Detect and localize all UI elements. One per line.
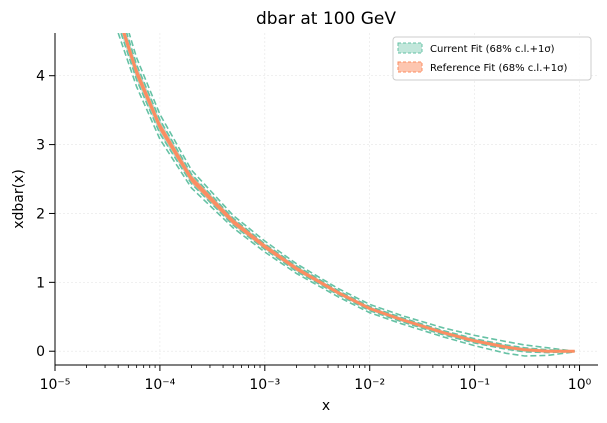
legend-swatch-current <box>397 42 423 54</box>
x-tick-label: 10⁻¹ <box>459 377 490 393</box>
plot-area <box>117 33 575 357</box>
current-fit-68-lower <box>120 33 575 354</box>
reference-fit-central <box>122 33 575 353</box>
x-axis-ticks: 10⁻⁵ 10⁻⁴ 10⁻³ 10⁻² 10⁻¹ 10⁰ <box>40 365 592 393</box>
x-tick-label: 10⁻⁵ <box>40 377 71 393</box>
legend-label-current: Current Fit (68% c.l.+1σ) <box>430 44 555 55</box>
y-tick-label: 4 <box>36 69 45 85</box>
y-tick-label: 0 <box>36 344 45 360</box>
y-axis-label: xdbar(x) <box>11 169 27 229</box>
legend-frame <box>392 36 592 81</box>
current-fit-1sigma-lower <box>117 33 575 357</box>
x-axis-label: x <box>322 398 330 414</box>
x-tick-label: 10⁻⁴ <box>144 377 175 393</box>
y-axis-ticks: 0 1 2 3 4 <box>36 69 55 360</box>
current-fit-68-upper <box>125 33 575 352</box>
grid-lines <box>54 33 598 365</box>
chart-title: dbar at 100 GeV <box>256 9 396 29</box>
current-fit-1sigma-upper <box>128 33 575 352</box>
legend-swatch-reference <box>397 61 423 73</box>
y-tick-label: 3 <box>36 138 45 154</box>
y-tick-label: 2 <box>36 206 45 222</box>
x-tick-label: 10⁻³ <box>249 377 280 393</box>
x-tick-label: 10⁰ <box>568 377 592 393</box>
x-tick-label: 10⁻² <box>354 377 385 393</box>
legend-label-reference: Reference Fit (68% c.l.+1σ) <box>430 63 567 74</box>
legend: Current Fit (68% c.l.+1σ) Reference Fit … <box>392 36 592 81</box>
y-tick-label: 1 <box>36 275 45 291</box>
